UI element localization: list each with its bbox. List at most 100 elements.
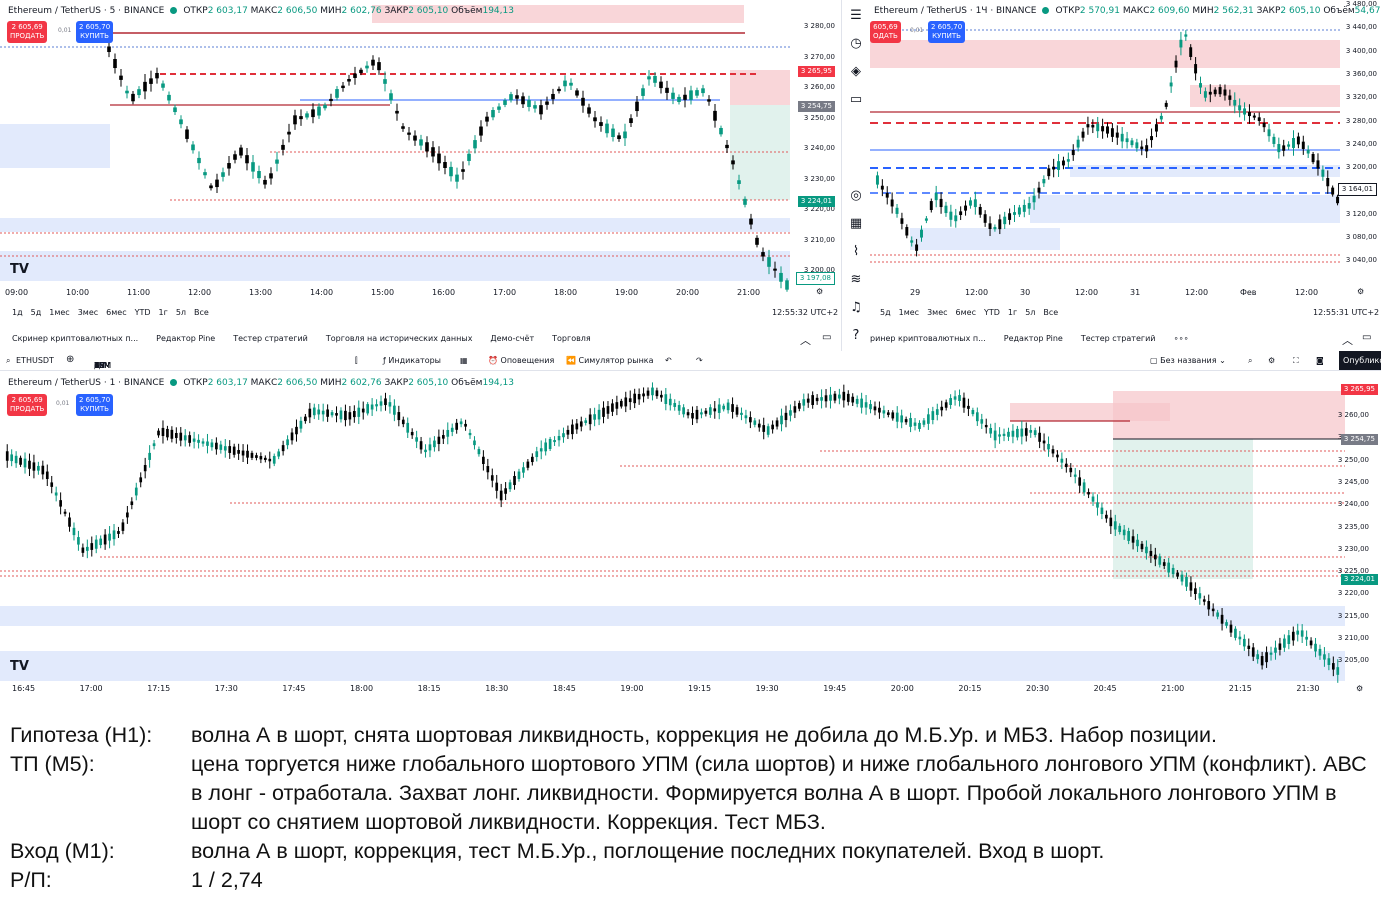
range-button[interactable]: 5д bbox=[880, 308, 891, 317]
target-icon[interactable]: ◎ bbox=[850, 188, 862, 203]
bell-icon[interactable]: ♫ bbox=[850, 300, 862, 315]
range-button[interactable]: 1г bbox=[158, 308, 168, 317]
interval-button[interactable]: 20М bbox=[94, 361, 112, 370]
interval-button[interactable]: Н bbox=[94, 361, 101, 370]
candle-body bbox=[183, 435, 187, 441]
range-button[interactable]: YTD bbox=[134, 308, 151, 317]
bottom-tab[interactable]: Торговля на исторических данных bbox=[325, 334, 473, 343]
alerts-clock-icon[interactable]: ◷ bbox=[850, 36, 862, 51]
bottom-tab[interactable]: Тестер стратегий bbox=[233, 334, 308, 343]
bottom-tabs[interactable]: Скринер криптовалютных п... Редактор Pine… bbox=[12, 334, 609, 343]
candle-body bbox=[517, 471, 521, 479]
settings-icon[interactable]: ⚙ bbox=[1356, 684, 1364, 693]
range-selector[interactable]: 1д 5д 1мес 3мес 6мес YTD 1г 5л Все bbox=[12, 308, 217, 317]
bottom-tab[interactable]: Скринер криптовалютных п... bbox=[12, 334, 139, 343]
candle-type-icon[interactable]: ⫿ bbox=[355, 356, 358, 365]
chart-icon[interactable]: ⌇ bbox=[852, 244, 860, 259]
interval-button[interactable]: 15М bbox=[94, 361, 112, 370]
range-button[interactable]: Все bbox=[194, 308, 209, 317]
redo-icon[interactable]: ↷ bbox=[696, 356, 703, 365]
fullscreen-icon[interactable]: ⛶ bbox=[1293, 356, 1299, 365]
bottom-tab[interactable]: Редактор Pine bbox=[156, 334, 216, 343]
interval-button[interactable]: 10М bbox=[94, 361, 112, 370]
buy-button[interactable]: 2 605,70 КУПИТЬ bbox=[928, 21, 966, 43]
candle-body bbox=[433, 440, 436, 448]
chart-pane-m1[interactable]: Ethereum / TetherUS · 1 · BINANCE ОТКР2 6… bbox=[0, 371, 1381, 701]
chart-pane-m5[interactable]: Ethereum / TetherUS · 5 · BINANCE ОТКР2 6… bbox=[0, 0, 841, 351]
chat-icon[interactable]: ▭ bbox=[849, 92, 863, 107]
broadcast-icon[interactable]: ≋ bbox=[850, 272, 862, 287]
range-button[interactable]: 1г bbox=[1007, 308, 1018, 317]
collapse-icon[interactable]: ︿ bbox=[800, 334, 811, 347]
interval-button[interactable]: Д bbox=[94, 361, 101, 370]
sell-button[interactable]: 605,69 ОДАТЬ bbox=[870, 21, 901, 43]
replay-button[interactable]: ⏪ Симулятор рынка bbox=[566, 356, 654, 365]
range-button[interactable]: 5л bbox=[1025, 308, 1036, 317]
sell-button[interactable]: 2 605,69 ПРОДАТЬ bbox=[7, 21, 48, 43]
range-selector[interactable]: 5д 1мес 3мес 6мес YTD 1г 5л Все bbox=[880, 308, 1066, 317]
candle-body bbox=[647, 76, 651, 80]
maximize-icon[interactable]: ▭ bbox=[1362, 332, 1372, 343]
candles-h1[interactable] bbox=[870, 0, 1381, 351]
interval-button[interactable]: 4Ч bbox=[94, 361, 105, 370]
help-icon[interactable]: ? bbox=[852, 328, 860, 343]
interval-button[interactable]: 2Ч bbox=[94, 361, 105, 370]
indicators-button[interactable]: ƒ Индикаторы bbox=[383, 356, 441, 365]
interval-button[interactable]: 30М bbox=[94, 361, 112, 370]
range-button[interactable]: Все bbox=[1043, 308, 1059, 317]
layers-icon[interactable]: ◈ bbox=[851, 64, 861, 79]
alerts-button[interactable]: ⏰ Оповещения bbox=[488, 356, 555, 365]
calendar-icon[interactable]: ▦ bbox=[849, 216, 863, 231]
candles-m1[interactable] bbox=[0, 371, 1381, 701]
publish-button[interactable]: Опублико bbox=[1339, 351, 1381, 370]
sell-button[interactable]: 2 605,69 ПРОДАТЬ bbox=[7, 394, 48, 416]
bottom-tabs[interactable]: ринер криптовалютных п... Редактор Pine Те… bbox=[870, 334, 1207, 343]
range-button[interactable]: 3мес bbox=[77, 308, 99, 317]
quick-search-icon[interactable]: ⌕ bbox=[1248, 356, 1253, 365]
range-button[interactable]: 6мес bbox=[955, 308, 976, 317]
watchlist-icon[interactable]: ☰ bbox=[850, 8, 862, 23]
undo-icon[interactable]: ↶ bbox=[665, 356, 672, 365]
chart-pane-h1[interactable]: Ethereum / TetherUS · 1Ч · BINANCE ОТКР2 … bbox=[870, 0, 1381, 351]
candle-body bbox=[473, 440, 476, 446]
range-button[interactable]: 1д bbox=[12, 308, 23, 317]
range-button[interactable]: 1мес bbox=[49, 308, 70, 317]
buy-button[interactable]: 2 605,70 КУПИТЬ bbox=[76, 21, 114, 43]
interval-button[interactable]: 1Ч bbox=[94, 361, 105, 370]
compare-icon[interactable]: ⊕ bbox=[66, 354, 75, 365]
search-icon[interactable]: ⌕ bbox=[6, 356, 11, 365]
layout-menu[interactable]: ▢ Без названия ⌄ bbox=[1150, 356, 1226, 365]
snapshot-icon[interactable]: ◙ bbox=[1316, 356, 1324, 365]
range-button[interactable]: 6мес bbox=[106, 308, 127, 317]
bottom-tab[interactable]: Тестер стратегий bbox=[1080, 334, 1156, 343]
interval-button[interactable]: 5М bbox=[94, 361, 106, 370]
maximize-icon[interactable]: ▭ bbox=[822, 332, 832, 343]
interval-button[interactable]: 1М bbox=[94, 361, 106, 370]
bottom-tab[interactable]: Торговля bbox=[552, 334, 591, 343]
settings-icon[interactable]: ⚙ bbox=[816, 287, 824, 296]
range-button[interactable]: 3мес bbox=[927, 308, 948, 317]
range-button[interactable]: YTD bbox=[983, 308, 1000, 317]
range-button[interactable]: 5л bbox=[175, 308, 187, 317]
symbol-search[interactable]: ETHUSDT bbox=[16, 356, 54, 365]
bottom-tab[interactable]: ринер криптовалютных п... bbox=[870, 334, 986, 343]
interval-button[interactable]: 12Ч bbox=[94, 361, 110, 370]
settings-icon[interactable]: ⚙ bbox=[1268, 356, 1276, 365]
candle-body bbox=[1180, 574, 1184, 582]
templates-icon[interactable]: ▦ bbox=[460, 356, 468, 365]
short-risk-zone bbox=[1113, 391, 1345, 439]
candle-body bbox=[545, 101, 549, 105]
interval-button[interactable]: 6Ч bbox=[94, 361, 105, 370]
range-button[interactable]: 5д bbox=[30, 308, 42, 317]
candle-body bbox=[1158, 556, 1162, 565]
bottom-tab[interactable]: ∘∘∘ bbox=[1173, 334, 1189, 343]
buy-button[interactable]: 2 605,70 КУПИТЬ bbox=[76, 394, 114, 416]
bottom-tab[interactable]: Демо-счёт bbox=[490, 334, 535, 343]
candle-body bbox=[880, 185, 884, 190]
candles-m5[interactable] bbox=[0, 0, 841, 351]
settings-icon[interactable]: ⚙ bbox=[1357, 287, 1365, 296]
candle-body bbox=[509, 94, 513, 101]
collapse-icon[interactable]: ︿ bbox=[1342, 334, 1353, 347]
range-button[interactable]: 1мес bbox=[898, 308, 920, 317]
bottom-tab[interactable]: Редактор Pine bbox=[1003, 334, 1063, 343]
